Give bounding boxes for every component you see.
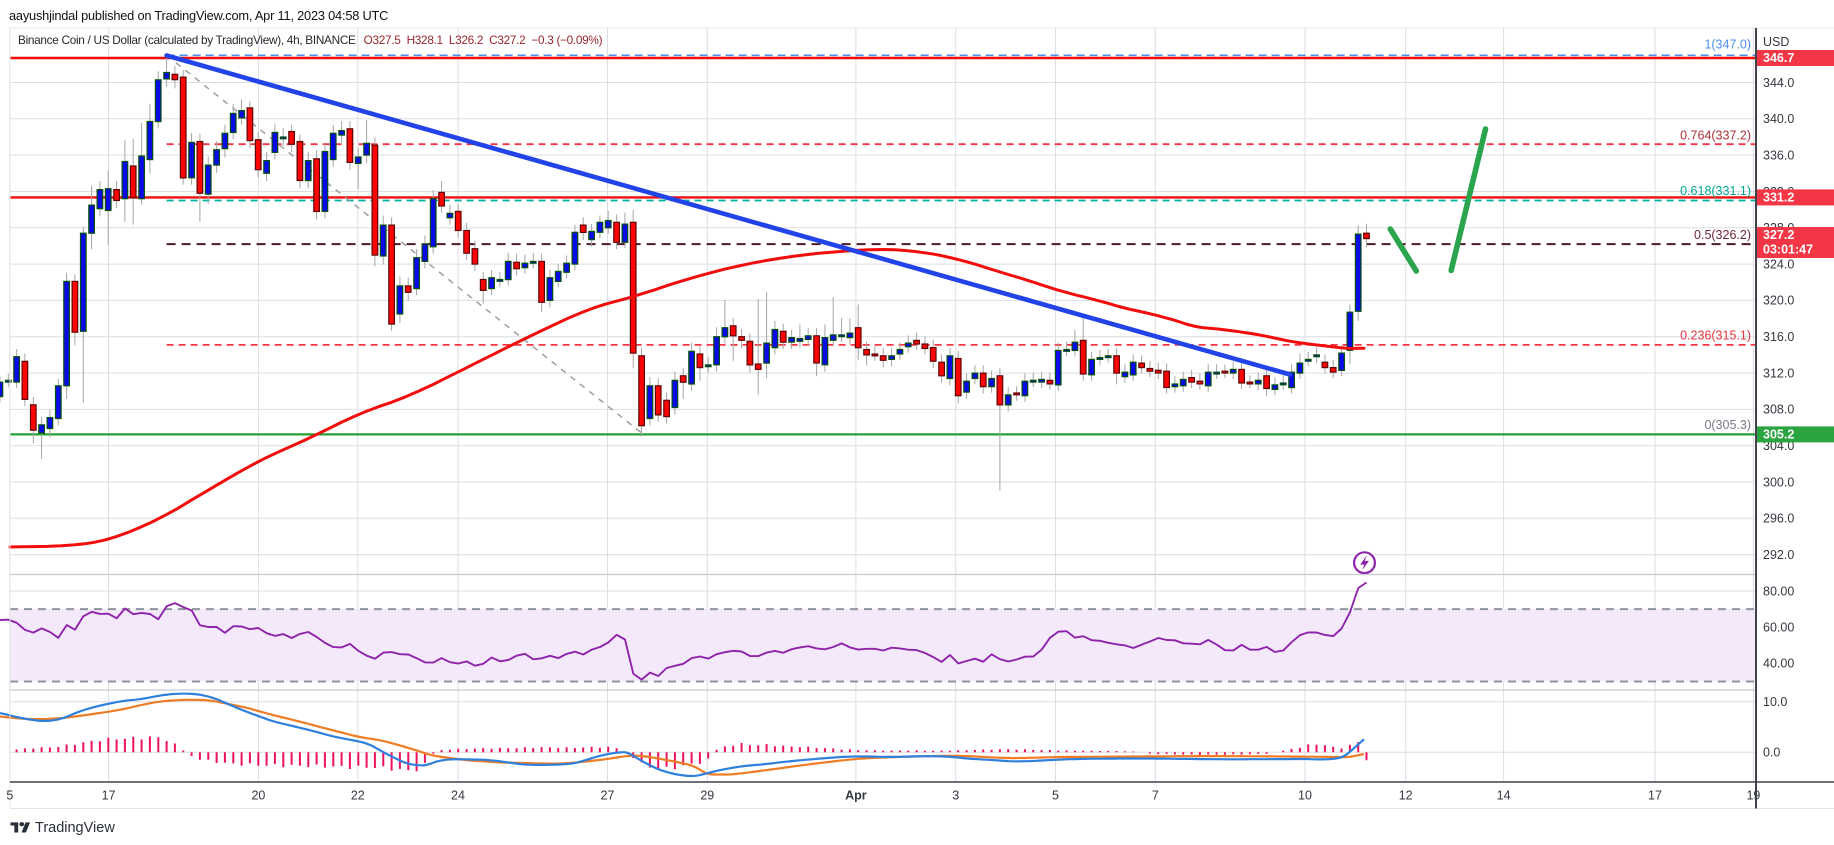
svg-text:10: 10 — [1298, 789, 1312, 803]
svg-text:29: 29 — [700, 789, 714, 803]
svg-text:327.2: 327.2 — [1763, 228, 1794, 242]
svg-text:336.0: 336.0 — [1763, 148, 1794, 162]
svg-text:300.0: 300.0 — [1763, 475, 1794, 489]
svg-text:304.0: 304.0 — [1763, 439, 1794, 453]
svg-text:0.5(326.2): 0.5(326.2) — [1694, 228, 1751, 242]
svg-text:7: 7 — [1152, 789, 1159, 803]
svg-text:80.00: 80.00 — [1763, 584, 1794, 598]
svg-text:24: 24 — [451, 789, 465, 803]
svg-text:324.0: 324.0 — [1763, 257, 1794, 271]
svg-text:14: 14 — [1497, 789, 1511, 803]
svg-text:12: 12 — [1399, 789, 1413, 803]
svg-text:312.0: 312.0 — [1763, 366, 1794, 380]
svg-text:0(305.3): 0(305.3) — [1704, 418, 1751, 432]
svg-text:27: 27 — [601, 789, 615, 803]
svg-text:0.764(337.2): 0.764(337.2) — [1680, 129, 1751, 143]
svg-text:331.2: 331.2 — [1763, 190, 1794, 204]
svg-text:TradingView: TradingView — [35, 820, 115, 836]
svg-text:10.0: 10.0 — [1763, 695, 1787, 709]
svg-text:aayushjindal published on Trad: aayushjindal published on TradingView.co… — [9, 8, 388, 23]
svg-text:17: 17 — [102, 789, 116, 803]
svg-text:296.0: 296.0 — [1763, 512, 1794, 526]
svg-text:0.236(315.1): 0.236(315.1) — [1680, 329, 1751, 343]
svg-text:Binance Coin / US Dollar (calc: Binance Coin / US Dollar (calculated by … — [18, 33, 603, 47]
svg-text:1(347.0): 1(347.0) — [1704, 38, 1751, 52]
svg-text:346.7: 346.7 — [1763, 51, 1794, 65]
svg-text:344.0: 344.0 — [1763, 76, 1794, 90]
svg-text:60.00: 60.00 — [1763, 621, 1794, 635]
svg-text:5: 5 — [1052, 789, 1059, 803]
svg-text:0.0: 0.0 — [1763, 746, 1780, 760]
svg-text:03:01:47: 03:01:47 — [1763, 243, 1813, 257]
svg-text:40.00: 40.00 — [1763, 657, 1794, 671]
svg-text:340.0: 340.0 — [1763, 112, 1794, 126]
svg-text:292.0: 292.0 — [1763, 548, 1794, 562]
svg-text:17: 17 — [1648, 789, 1662, 803]
svg-text:320.0: 320.0 — [1763, 294, 1794, 308]
svg-text:305.2: 305.2 — [1763, 427, 1794, 441]
svg-text:Apr: Apr — [845, 789, 867, 803]
svg-text:316.0: 316.0 — [1763, 330, 1794, 344]
svg-text:20: 20 — [251, 789, 265, 803]
svg-text:5: 5 — [6, 789, 13, 803]
svg-text:0.618(331.1): 0.618(331.1) — [1680, 184, 1751, 198]
svg-text:22: 22 — [351, 789, 365, 803]
svg-text:19: 19 — [1746, 789, 1760, 803]
svg-text:3: 3 — [952, 789, 959, 803]
svg-text:308.0: 308.0 — [1763, 403, 1794, 417]
svg-text:USD: USD — [1763, 35, 1789, 49]
